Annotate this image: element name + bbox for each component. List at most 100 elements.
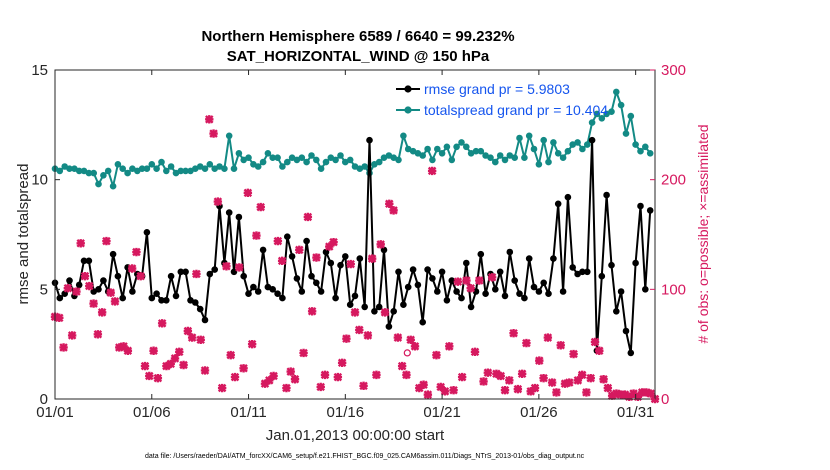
obs-assimilated-point [316, 382, 325, 392]
rmse-point [288, 253, 296, 260]
spread-point [472, 147, 480, 155]
x-axis-label: Jan.01,2013 00:00:00 start [266, 427, 445, 444]
obs-assimilated-point [560, 379, 570, 388]
spread-point [346, 156, 354, 164]
obs-assimilated-point [595, 346, 604, 355]
obs-assimilated-point [642, 388, 651, 397]
rmse-point [148, 294, 156, 302]
spread-point [458, 139, 465, 146]
y-tick-label: 0 [40, 391, 48, 408]
obs-assimilated-point [526, 387, 535, 396]
obs-assimilated-point [329, 237, 338, 247]
obs-assimilated-point [102, 236, 111, 246]
rmse-point [182, 268, 189, 276]
rmse-point [438, 268, 446, 276]
rmse-point [545, 290, 552, 298]
rmse-point [75, 281, 83, 289]
rmse-point [409, 266, 417, 273]
spread-point [313, 156, 320, 164]
spread-point [608, 108, 615, 115]
spread-point [230, 165, 238, 172]
rmse-point [298, 288, 306, 295]
rmse-point [177, 268, 185, 276]
obs-assimilated-point [179, 360, 188, 370]
spread-point [516, 134, 523, 142]
obs-assimilated-point [359, 381, 368, 391]
obs-assimilated-point [89, 299, 98, 308]
rmse-point [225, 209, 233, 216]
rmse-point [477, 250, 485, 258]
obs-assimilated-point [535, 356, 544, 365]
obs-assimilated-point [449, 385, 458, 395]
obs-assimilated-point [380, 308, 390, 317]
obs-assimilated-point [303, 212, 313, 222]
obs-assimilated-point [153, 373, 163, 383]
obs-assimilated-point [325, 242, 334, 251]
y2-tick-label: 200 [661, 172, 686, 189]
obs-assimilated-point [552, 388, 561, 397]
obs-assimilated-point [243, 188, 253, 198]
obs-assimilated-point [445, 342, 454, 351]
y-tick-label: 10 [31, 172, 48, 189]
spread-point [221, 165, 228, 172]
spread-point [167, 163, 175, 170]
rmse-point [313, 279, 320, 287]
obs-assimilated-point [436, 382, 445, 392]
obs-assimilated-point [479, 377, 488, 386]
obs-assimilated-point [603, 383, 613, 393]
spread-series [51, 88, 654, 190]
obs-assimilated-point [402, 370, 411, 380]
obs-assimilated-point [457, 372, 467, 382]
rmse-point [463, 259, 470, 267]
spread-point [438, 150, 446, 157]
spread-point [317, 165, 325, 172]
obs-assimilated-point [209, 129, 218, 138]
spread-point [492, 158, 499, 166]
obs-assimilated-point [63, 283, 73, 293]
obs-assimilated-point [543, 333, 553, 342]
spread-point [322, 158, 330, 166]
spread-point [487, 154, 494, 161]
obs-assimilated-point [205, 115, 214, 124]
obs-assimilated-point [492, 369, 501, 379]
spread-point [617, 101, 625, 109]
rmse-point [482, 290, 489, 298]
spread-point [109, 182, 117, 190]
rmse-point [375, 303, 383, 311]
obs-assimilated-point [230, 372, 240, 382]
spread-point [400, 132, 407, 140]
rmse-point [85, 257, 93, 265]
rmse-point [598, 272, 606, 280]
spread-point [85, 169, 93, 177]
obs-assimilated-point [162, 361, 171, 371]
obs-assimilated-point [140, 361, 150, 371]
rmse-point [114, 272, 122, 280]
obs-assimilated-point [59, 343, 68, 352]
rmse-point [254, 288, 262, 295]
plot-frame [54, 69, 656, 400]
obs-assimilated-point [196, 335, 205, 345]
rmse-point [371, 308, 378, 315]
rmse-point [201, 316, 209, 324]
rmse-point [361, 303, 369, 311]
obs-assimilated-point [389, 206, 398, 215]
spread-point [545, 158, 552, 166]
obs-assimilated-point [372, 370, 381, 380]
rmse-point [167, 272, 175, 280]
obs-assimilated-point [607, 391, 617, 400]
rmse-point [211, 266, 218, 273]
rmse-point [245, 290, 252, 298]
obs-assimilated-point [72, 287, 81, 296]
x-tick-label: 01/06 [133, 404, 171, 421]
obs-assimilated-point [612, 389, 621, 398]
obs-assimilated-point [273, 236, 283, 246]
obs-assimilated-point [573, 376, 583, 385]
rmse-point [501, 292, 509, 300]
obs-assimilated-point [213, 197, 223, 206]
rmse-point [279, 294, 286, 302]
legend-rmse-marker [404, 85, 412, 93]
rmse-point [535, 288, 543, 295]
rmse-point [608, 261, 615, 269]
rmse-point [554, 200, 562, 208]
chart-title: Northern Hemisphere 6589 / 6640 = 99.232… [201, 28, 514, 45]
